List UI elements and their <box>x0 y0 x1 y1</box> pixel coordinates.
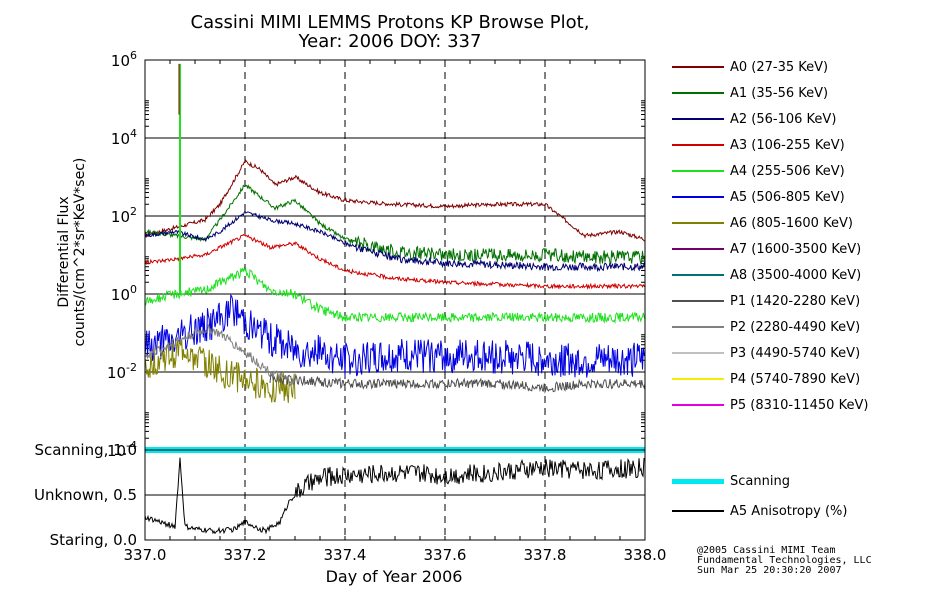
legend-label: A6 (805-1600 KeV) <box>730 215 853 231</box>
legend-item-A2: A2 (56-106 KeV) <box>672 110 836 128</box>
legend-label: P1 (1420-2280 KeV) <box>730 293 861 309</box>
series-line-A5 <box>144 293 646 378</box>
credits-line-2: Fundamental Technologies, LLC <box>697 555 872 566</box>
legend-label: A0 (27-35 KeV) <box>730 59 829 75</box>
y-tick-label: 10-2 <box>107 361 137 382</box>
legend-swatch <box>672 274 724 276</box>
x-tick-label: 337.0 <box>124 546 167 564</box>
anisotropy-line <box>144 457 646 535</box>
series-line-P2 <box>144 323 296 387</box>
lower-panel-frame <box>144 449 646 541</box>
y-tick-label: 10-4 <box>107 439 137 460</box>
legend-swatch <box>672 404 724 406</box>
legend-label: A8 (3500-4000 KeV) <box>730 267 862 283</box>
legend-swatch <box>672 144 724 146</box>
credits: @2005 Cassini MIMI Team Fundamental Tech… <box>697 546 872 576</box>
legend-label: A2 (56-106 KeV) <box>730 111 837 127</box>
legend-item-P4: P4 (5740-7890 KeV) <box>672 370 860 388</box>
series-line-A1 <box>144 184 646 266</box>
legend-item-a5-anisotropy: A5 Anisotropy (%) <box>672 502 847 520</box>
legend-swatch <box>672 92 724 94</box>
legend-swatch <box>672 248 724 250</box>
series-line-A4 <box>144 266 646 325</box>
y-axis-label-line-1: Differential Flux <box>56 196 72 307</box>
credits-line-1: @2005 Cassini MIMI Team <box>697 545 836 556</box>
legend-item-A6: A6 (805-1600 KeV) <box>672 214 853 232</box>
legend-label: Scanning <box>730 473 790 489</box>
credits-line-3: Sun Mar 25 20:30:20 2007 <box>697 565 842 576</box>
x-tick-label: 338.0 <box>624 546 667 564</box>
chart-title-line-1: Cassini MIMI LEMMS Protons KP Browse Plo… <box>191 12 590 33</box>
y-tick-label: 104 <box>111 127 137 148</box>
legend-item-A1: A1 (35-56 KeV) <box>672 84 828 102</box>
legend-swatch <box>672 300 724 302</box>
chart-title-line-2: Year: 2006 DOY: 337 <box>298 31 482 52</box>
legend-item-A3: A3 (106-255 KeV) <box>672 136 845 154</box>
x-tick-label: 337.6 <box>424 546 467 564</box>
lower-panel-tick-label: Scanning, 1.0 <box>34 441 137 459</box>
x-tick-label: 337.8 <box>524 546 567 564</box>
legend-item-P1: P1 (1420-2280 KeV) <box>672 292 860 310</box>
legend-swatch <box>672 170 724 172</box>
legend-swatch <box>672 478 724 484</box>
legend-label: A3 (106-255 KeV) <box>730 137 845 153</box>
legend-item-A7: A7 (1600-3500 KeV) <box>672 240 861 258</box>
legend-item-P3: P3 (4490-5740 KeV) <box>672 344 860 362</box>
x-tick-label: 337.4 <box>324 546 367 564</box>
legend-label: A5 Anisotropy (%) <box>730 503 848 519</box>
x-tick-label: 337.2 <box>224 546 267 564</box>
legend-swatch <box>672 196 724 198</box>
legend-label: P4 (5740-7890 KeV) <box>730 371 861 387</box>
legend-swatch <box>672 378 724 380</box>
legend-label: P3 (4490-5740 KeV) <box>730 345 861 361</box>
legend-swatch <box>672 510 724 512</box>
lower-panel-tick-label: Unknown, 0.5 <box>34 486 137 504</box>
legend-label: P2 (2280-4490 KeV) <box>730 319 861 335</box>
series-line-P1 <box>269 373 646 394</box>
legend-item-A4: A4 (255-506 KeV) <box>672 162 845 180</box>
series-line-A0 <box>144 159 646 242</box>
y-axis-label-line-2: counts/(cm^2*sr*KeV*sec) <box>72 158 88 347</box>
legend-item-scanning: Scanning <box>672 472 790 490</box>
legend-item-P2: P2 (2280-4490 KeV) <box>672 318 860 336</box>
legend-label: A5 (506-805 KeV) <box>730 189 845 205</box>
series-line-A6 <box>144 339 296 404</box>
legend-label: A4 (255-506 KeV) <box>730 163 845 179</box>
lower-panel-tick-label: Staring, 0.0 <box>50 531 137 549</box>
series-line-A3 <box>144 233 646 291</box>
legend-label: A1 (35-56 KeV) <box>730 85 829 101</box>
legend-label: A7 (1600-3500 KeV) <box>730 241 862 257</box>
legend-swatch <box>672 326 724 328</box>
legend-item-A0: A0 (27-35 KeV) <box>672 58 828 76</box>
legend-item-P5: P5 (8310-11450 KeV) <box>672 396 868 414</box>
legend-swatch <box>672 66 724 68</box>
legend-swatch <box>672 118 724 120</box>
legend-item-A5: A5 (506-805 KeV) <box>672 188 845 206</box>
y-tick-label: 100 <box>111 283 137 304</box>
x-axis-label: Day of Year 2006 <box>326 567 463 586</box>
legend-label: P5 (8310-11450 KeV) <box>730 397 869 413</box>
series-line-A2 <box>144 209 646 273</box>
y-tick-label: 106 <box>111 49 137 70</box>
y-tick-label: 102 <box>111 205 137 226</box>
legend-swatch <box>672 352 724 354</box>
legend-item-A8: A8 (3500-4000 KeV) <box>672 266 861 284</box>
legend-swatch <box>672 222 724 224</box>
